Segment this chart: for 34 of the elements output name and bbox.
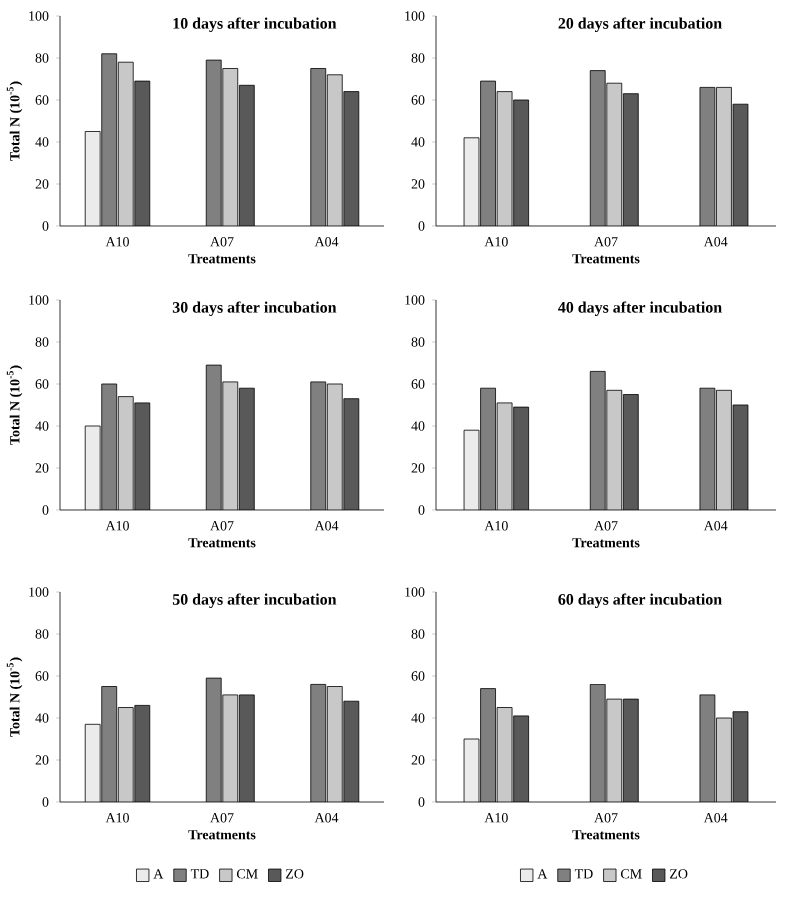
bar bbox=[206, 60, 222, 226]
bar bbox=[101, 383, 117, 510]
bar bbox=[606, 390, 622, 510]
bar bbox=[623, 699, 639, 802]
bar bbox=[480, 688, 496, 802]
bar bbox=[513, 407, 529, 510]
bar bbox=[222, 68, 238, 226]
bar bbox=[101, 686, 117, 802]
bar bbox=[326, 383, 343, 510]
bar bbox=[326, 74, 343, 226]
bar bbox=[513, 99, 529, 226]
bar bbox=[101, 53, 117, 226]
bar bbox=[134, 705, 150, 802]
bar bbox=[326, 686, 343, 802]
bar bbox=[239, 388, 255, 510]
bar bbox=[716, 389, 732, 510]
bar bbox=[623, 93, 639, 226]
bar bbox=[590, 684, 606, 802]
bar bbox=[310, 68, 327, 226]
bar bbox=[222, 381, 238, 510]
bar bbox=[716, 717, 732, 802]
bar bbox=[206, 365, 222, 510]
bar bbox=[310, 381, 327, 510]
bar bbox=[606, 699, 622, 802]
bar bbox=[118, 707, 134, 802]
bar bbox=[222, 694, 238, 802]
bar bbox=[134, 402, 150, 510]
bar bbox=[239, 694, 255, 802]
bar bbox=[623, 394, 639, 510]
bar bbox=[118, 62, 134, 226]
bar bbox=[310, 684, 327, 802]
bar bbox=[206, 678, 222, 802]
bar bbox=[118, 396, 134, 510]
bar bbox=[513, 715, 529, 802]
